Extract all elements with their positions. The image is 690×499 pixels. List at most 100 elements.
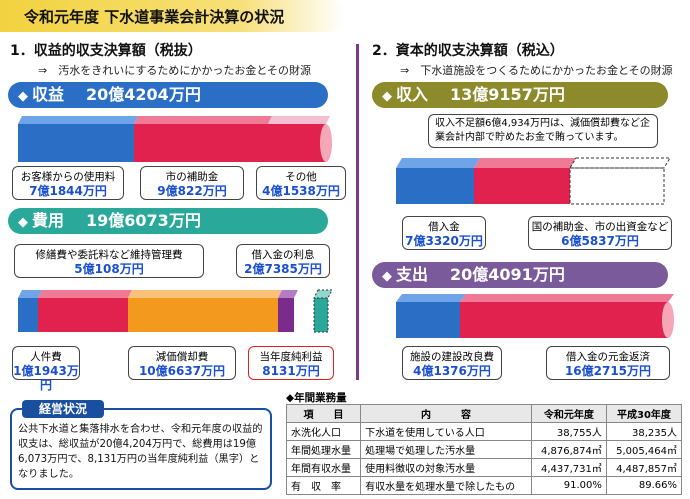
diamond-icon: ◆	[18, 215, 28, 230]
cell-r1: 38,755人	[530, 422, 607, 441]
bar-top-depreciation	[128, 290, 282, 298]
bar-repayment	[460, 302, 668, 338]
revenue-bar-shapes	[18, 116, 332, 162]
outlay-total: 20億4091万円	[450, 265, 565, 284]
expense-label: 費用	[32, 211, 65, 230]
bar-top-borrowing	[396, 158, 480, 168]
bar-depreciation	[128, 298, 278, 332]
left-heading: 1．収益的収支決算額（税抜）	[10, 43, 202, 59]
bar-top-other	[268, 116, 330, 124]
table-header-row: 項 目 内 容 令和元年度 平成30年度	[285, 404, 683, 423]
bar-top-shortfall	[569, 157, 671, 169]
bar-other	[268, 124, 326, 162]
outlay-bar-shapes	[396, 294, 674, 338]
callout-depreciation: 減価償却費 10億6637万円	[128, 346, 236, 380]
callout-value: 2億7385万円	[244, 262, 322, 276]
bar-top-construction	[396, 294, 466, 302]
table-row: 有 収 率 有収水量を処理水量で除したもの 91.00% 89.66%	[285, 476, 683, 495]
callout-grants: 国の補助金、市の出資金など 6億5837万円	[528, 216, 672, 250]
bar-end-cap	[320, 124, 332, 162]
callout-usage-fee: お客様からの使用料 7億1844万円	[12, 166, 124, 200]
revenue-bar	[18, 116, 332, 162]
callout-label: 借入金の元金返済	[566, 351, 650, 363]
income-header: ◆ 収入 13億9157万円	[372, 82, 668, 108]
outlay-bar	[396, 294, 674, 338]
expense-bar	[18, 289, 333, 333]
callout-label: お客様からの使用料	[20, 171, 116, 183]
status-box	[10, 408, 272, 490]
bar-top-usage	[18, 116, 138, 124]
callout-value: 9億822万円	[157, 184, 227, 198]
bar-top-subsidy	[134, 116, 272, 124]
callout-repayment: 借入金の元金返済 16億2715万円	[546, 346, 670, 380]
diamond-icon: ◆	[382, 269, 392, 284]
callout-label: 当年度純利益	[259, 351, 323, 363]
callout-value: 5億108万円	[74, 262, 144, 276]
callout-personnel: 人件費 1億1943万円	[12, 346, 80, 392]
cell-content: 処理場で処理した汚水量	[360, 440, 532, 459]
table-caption: ◆年間業務量	[286, 392, 347, 404]
title-banner	[0, 0, 345, 32]
cell-content: 有収水量を処理水量で除したもの	[360, 476, 532, 495]
bar-personnel	[18, 298, 38, 332]
callout-value: 8131万円	[262, 364, 320, 378]
table-row: 水洗化人口 下水道を使用している人口 38,755人 38,235人	[285, 422, 683, 441]
bar-interest	[278, 298, 294, 332]
bar-net-profit	[313, 297, 329, 333]
cell-item: 水洗化人口	[285, 422, 362, 441]
callout-borrowing: 借入金 7億3320万円	[402, 216, 486, 250]
callout-net-profit: 当年度純利益 8131万円	[248, 346, 334, 380]
page-title: 令和元年度 下水道事業会計決算の状況	[24, 8, 285, 26]
revenue-header: ◆ 収益 20億4204万円	[8, 82, 328, 108]
cell-h30: 89.66%	[605, 476, 683, 495]
revenue-total: 20億4204万円	[86, 85, 201, 104]
cell-item: 年間処理水量	[285, 440, 362, 459]
income-bar-shapes	[396, 157, 671, 205]
expense-header: ◆ 費用 19億6073万円	[8, 208, 328, 234]
bar-subsidy	[134, 124, 268, 162]
callout-value: 4億1538万円	[262, 184, 340, 198]
table-row: 年間処理水量 処理場で処理した汚水量 4,876,874㎥ 5,005,464㎥	[285, 440, 683, 459]
bar-grants	[474, 168, 570, 204]
callout-value: 16億2715万円	[564, 364, 652, 378]
callout-label: 人件費	[30, 351, 62, 363]
callout-subsidy: 市の補助金 9億822万円	[140, 166, 244, 200]
table-row: 年間有収水量 使用料徴収の対象汚水量 4,437,731㎥ 4,487,857㎥	[285, 458, 683, 477]
callout-value: 7億1844万円	[29, 184, 107, 198]
cell-content: 使用料徴収の対象汚水量	[360, 458, 532, 477]
header-content: 内 容	[360, 404, 532, 423]
section-divider	[356, 44, 359, 380]
callout-value: 4億1376万円	[413, 364, 491, 378]
diamond-icon: ◆	[18, 89, 28, 104]
header-item: 項 目	[285, 404, 362, 423]
callout-value: 10億6637万円	[138, 364, 226, 378]
callout-other: その他 4億1538万円	[256, 166, 346, 200]
callout-construction: 施設の建設改良費 4億1376万円	[402, 346, 502, 380]
income-total: 13億9157万円	[450, 85, 565, 104]
bar-maintenance	[38, 298, 128, 332]
bar-borrowing	[396, 168, 474, 204]
right-note: ⇒ 下水道施設をつくるためにかかったお金とその財源	[400, 64, 673, 77]
callout-label: 国の補助金、市の出資金など	[531, 221, 669, 233]
bar-shortfall	[569, 167, 665, 205]
callout-label: 借入金	[428, 221, 460, 233]
header-h30: 平成30年度	[605, 404, 683, 423]
status-heading: 経営状況	[22, 400, 104, 418]
expense-bar-shapes	[18, 289, 333, 333]
cell-r1: 91.00%	[530, 476, 607, 495]
bar-top-interest	[278, 290, 298, 298]
callout-label: 借入金の利息	[251, 249, 315, 261]
cell-h30: 4,487,857㎥	[605, 458, 683, 477]
callout-label: 修繕費や委託料など維持管理費	[35, 249, 183, 261]
income-label: 収入	[396, 85, 429, 104]
outlay-label: 支出	[396, 265, 429, 284]
callout-value: 1億1943万円	[13, 364, 79, 392]
status-text: 公共下水道と集落排水を合わせ、令和元年度の収益的収支は、総収益が20億4,204…	[18, 424, 263, 480]
cell-h30: 5,005,464㎥	[605, 440, 683, 459]
income-bar	[396, 157, 671, 205]
bar-construction	[396, 302, 460, 338]
callout-maintenance: 修繕費や委託料など維持管理費 5億108万円	[14, 244, 204, 278]
revenue-label: 収益	[32, 85, 65, 104]
bar-top-grants	[474, 158, 576, 168]
